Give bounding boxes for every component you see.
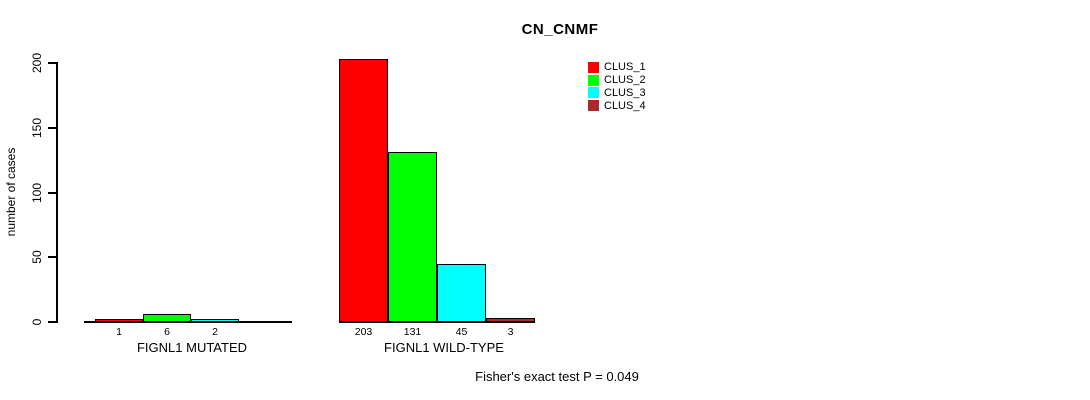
legend-item-clus-3: CLUS_3	[588, 87, 646, 100]
legend-swatch-icon	[588, 100, 599, 112]
bar-clus-2	[388, 152, 437, 322]
y-tick-label: 0	[30, 318, 44, 326]
legend-item-clus-4: CLUS_4	[588, 99, 646, 112]
legend-swatch-icon	[588, 87, 599, 99]
fisher-test-annotation: Fisher's exact test P = 0.049	[475, 369, 639, 384]
y-tick-label: 200	[30, 52, 44, 74]
group-label-wild-type: FIGNL1 WILD-TYPE	[384, 340, 504, 355]
bar-value-label: 6	[164, 326, 170, 338]
chart-legend: CLUS_1 CLUS_2 CLUS_3 CLUS_4	[588, 61, 646, 112]
bar-clus-4	[486, 318, 535, 322]
bar-value-label: 1	[116, 326, 122, 338]
y-axis-tick	[48, 191, 56, 194]
legend-item-clus-2: CLUS_2	[588, 74, 646, 87]
y-axis-tick	[48, 126, 56, 129]
legend-item-clus-1: CLUS_1	[588, 61, 646, 74]
y-tick-label: 100	[30, 182, 44, 203]
legend-swatch-icon	[588, 74, 599, 86]
bar-value-label: 2	[212, 326, 218, 338]
bar-value-label: 131	[403, 326, 422, 338]
bar-value-label: 203	[354, 326, 373, 338]
bar-clus-3	[191, 319, 239, 322]
legend-label: CLUS_1	[604, 61, 646, 74]
y-axis-line	[56, 62, 58, 323]
group-baseline	[84, 321, 292, 323]
y-axis-tick	[48, 62, 56, 64]
bar-value-label: 3	[507, 326, 514, 338]
chart-title: CN_CNMF	[521, 21, 599, 38]
bar-clus-1	[339, 59, 388, 322]
group-baseline	[339, 321, 535, 323]
y-axis-tick	[48, 321, 56, 323]
y-tick-label: 150	[30, 117, 44, 138]
bar-value-label: 45	[455, 326, 468, 338]
bar-clus-3	[437, 263, 486, 322]
y-tick-label: 50	[30, 250, 44, 264]
legend-label: CLUS_3	[604, 86, 646, 99]
legend-swatch-icon	[588, 61, 599, 73]
legend-label: CLUS_4	[604, 99, 646, 112]
group-label-mutated: FIGNL1 MUTATED	[136, 340, 248, 355]
y-axis-tick	[48, 256, 56, 259]
bar-clus-2	[143, 314, 191, 322]
bar-clus-1	[95, 319, 143, 322]
legend-label: CLUS_2	[604, 74, 646, 87]
